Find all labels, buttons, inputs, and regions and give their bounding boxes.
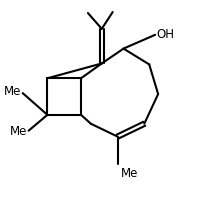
Text: Me: Me — [10, 125, 28, 138]
Text: Me: Me — [4, 85, 22, 98]
Text: OH: OH — [156, 28, 174, 41]
Text: Me: Me — [121, 167, 138, 180]
